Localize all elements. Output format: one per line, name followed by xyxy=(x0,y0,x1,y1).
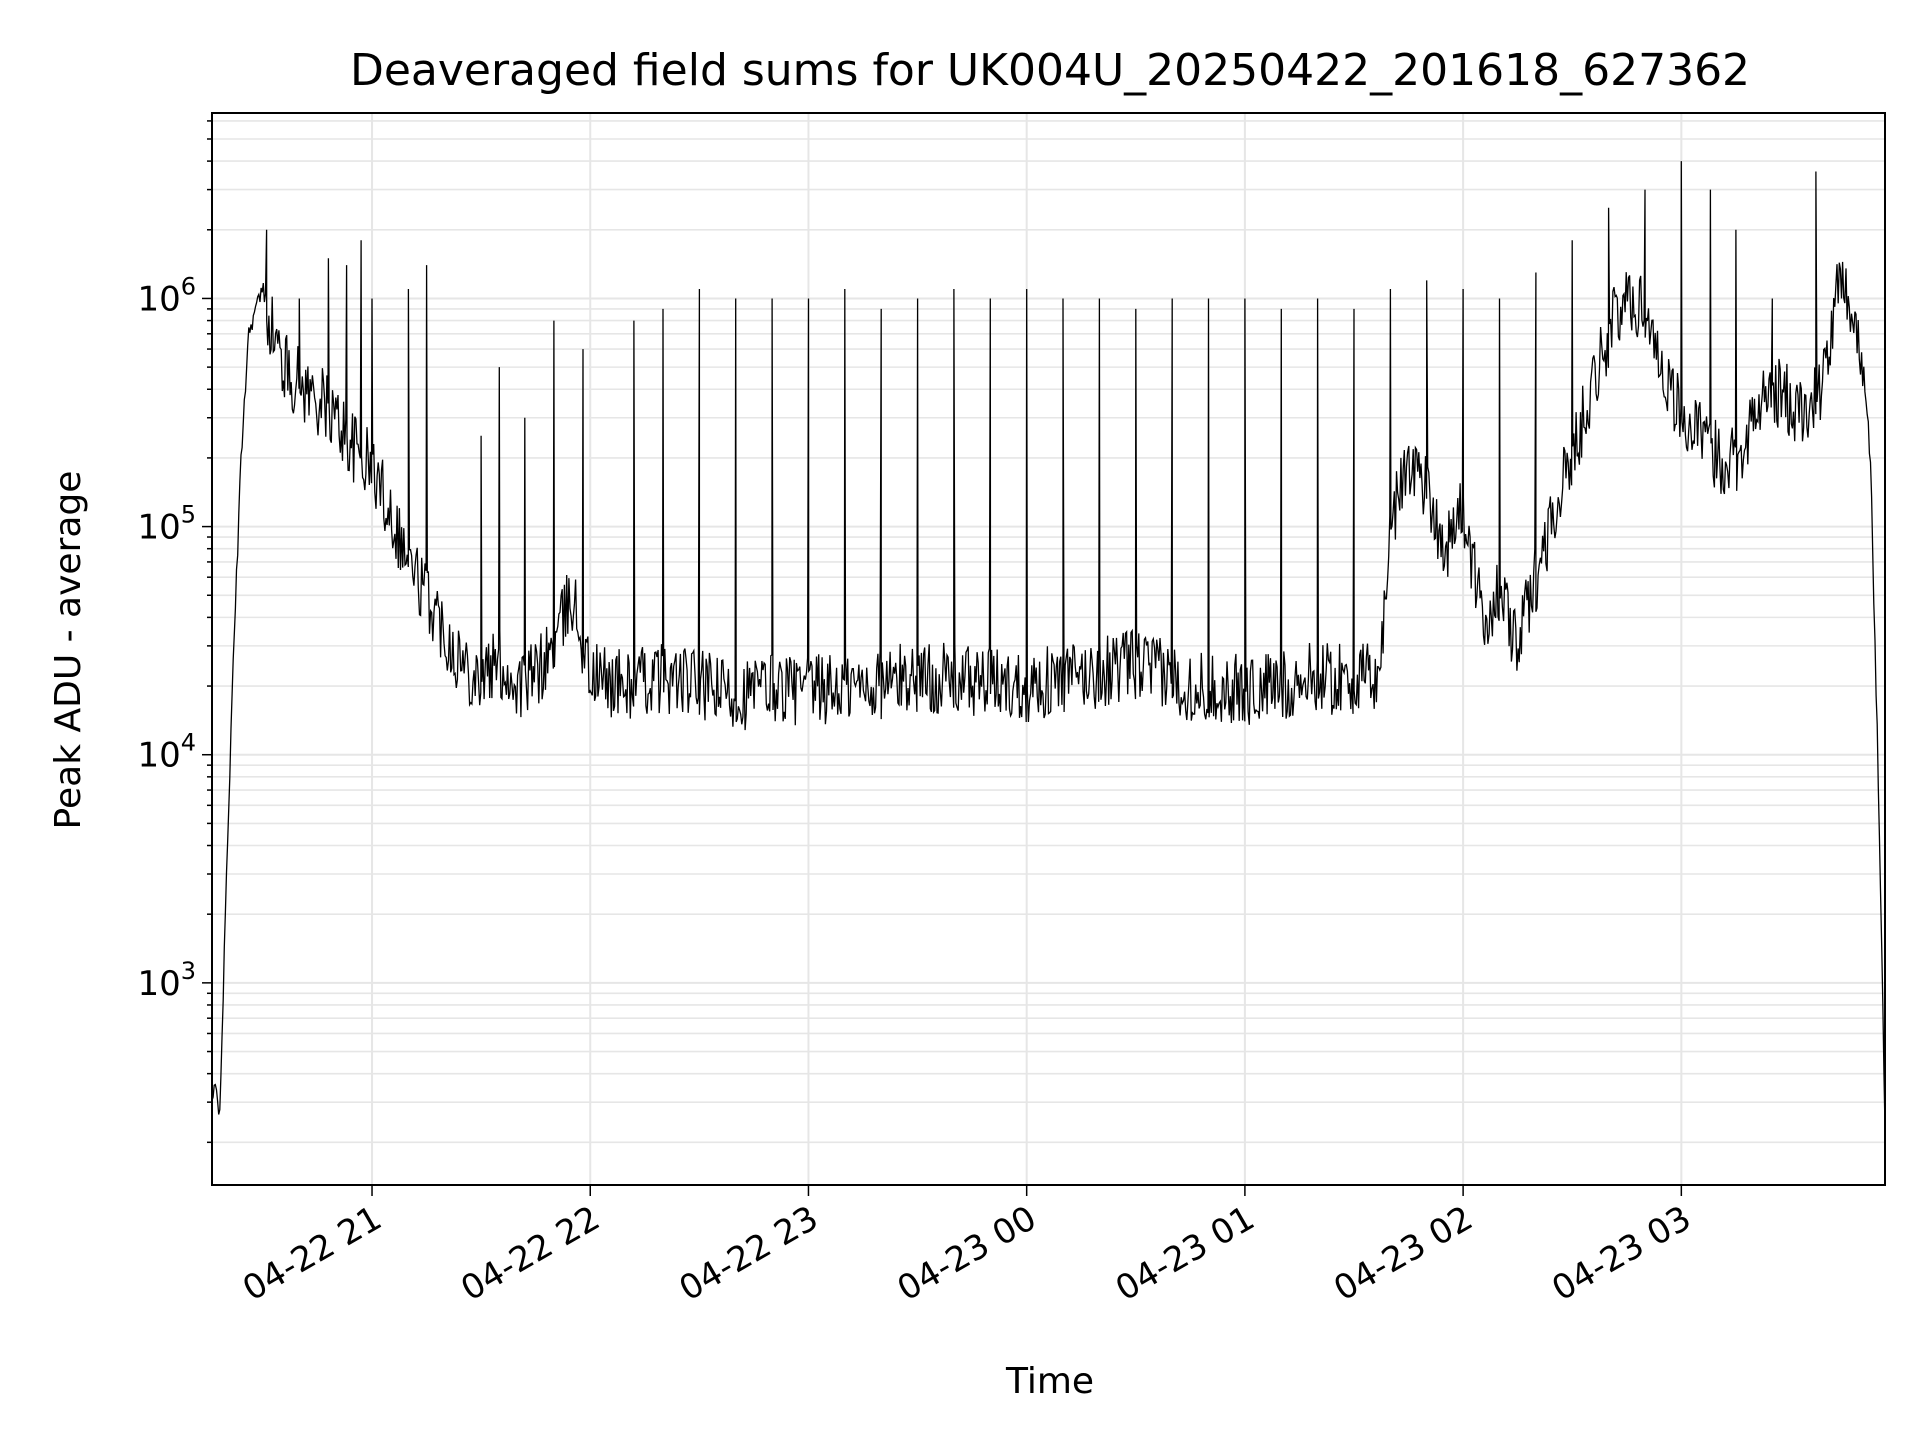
plot-area xyxy=(211,161,1886,1129)
y-tick-base: 10 xyxy=(137,279,180,319)
y-tick-label: 103 xyxy=(137,957,196,1004)
y-tick-base: 10 xyxy=(137,736,180,776)
chart-title: Deaveraged field sums for UK004U_2025042… xyxy=(350,45,1750,96)
grid xyxy=(212,113,1885,1185)
y-tick-base: 10 xyxy=(137,964,180,1004)
y-tick-exponent: 5 xyxy=(181,501,196,529)
y-tick-label: 106 xyxy=(137,272,196,319)
y-tick-label: 105 xyxy=(137,501,196,548)
y-tick-exponent: 4 xyxy=(181,729,196,757)
y-tick-label: 104 xyxy=(137,729,196,776)
y-axis-label: Peak ADU - average xyxy=(48,471,89,830)
y-tick-exponent: 6 xyxy=(181,272,196,300)
plot-frame xyxy=(211,112,1886,1186)
y-tick-exponent: 3 xyxy=(181,957,196,985)
x-axis-label: Time xyxy=(1005,1361,1094,1402)
series-line xyxy=(211,161,1886,1129)
y-tick-base: 10 xyxy=(137,508,180,548)
